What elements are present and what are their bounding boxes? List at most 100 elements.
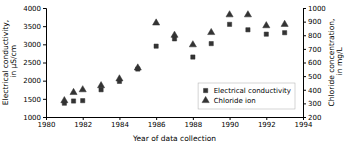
tick-label: 200 xyxy=(308,114,321,122)
point xyxy=(209,41,213,45)
tick-mark xyxy=(43,26,46,27)
point xyxy=(171,31,178,37)
tick-mark xyxy=(83,117,84,120)
tick-label: 1980 xyxy=(38,121,56,129)
tick-mark xyxy=(193,117,194,120)
tick-mark xyxy=(303,49,306,50)
point xyxy=(134,64,141,70)
tick-mark xyxy=(303,35,306,36)
tick-mark xyxy=(43,81,46,82)
point xyxy=(264,32,268,36)
tick-mark xyxy=(303,8,306,9)
tick-label: 800 xyxy=(308,32,321,40)
tick-mark xyxy=(230,117,231,120)
point xyxy=(281,20,288,26)
chart: 1980 1982 1984 1986 1988 1990 1992 1994 1000 1500… xyxy=(0,0,349,144)
tick: 1986 xyxy=(148,117,166,129)
tick: 600 xyxy=(303,59,321,67)
point xyxy=(246,28,250,32)
tick-label: 2000 xyxy=(23,77,41,85)
tick: 900 xyxy=(303,18,321,26)
tick-mark xyxy=(156,117,157,120)
tick: 700 xyxy=(303,46,321,54)
tick-mark xyxy=(43,99,46,100)
tick-label: 300 xyxy=(308,100,321,108)
tick: 800 xyxy=(303,32,321,40)
tick-label: 1988 xyxy=(184,121,202,129)
point xyxy=(226,11,233,17)
tick-label: 400 xyxy=(308,86,321,94)
tick: 300 xyxy=(303,100,321,108)
tick-mark xyxy=(119,117,120,120)
y-axis-line xyxy=(43,9,47,118)
point xyxy=(227,22,231,26)
point xyxy=(61,97,68,103)
tick-label: 500 xyxy=(308,73,321,81)
tick: 1984 xyxy=(111,117,129,129)
x-axis: 1980 1982 1984 1986 1988 1990 1992 1994 xyxy=(38,117,313,129)
tick: 2000 xyxy=(23,77,46,85)
tick: 200 xyxy=(303,114,321,122)
point xyxy=(191,55,195,59)
point xyxy=(189,41,196,47)
tick: 2500 xyxy=(23,59,46,67)
y-axis: 1000 1500 2000 2500 3000 3500 4000 xyxy=(23,5,46,122)
tick-label: 1986 xyxy=(148,121,166,129)
tick-label: 1990 xyxy=(221,121,239,129)
tick: 1982 xyxy=(74,117,92,129)
tick-mark xyxy=(43,8,46,9)
y-axis-title: Electrical conductivity, in µS/cm xyxy=(1,20,18,105)
tick: 1990 xyxy=(221,117,239,129)
plot: 1980 1982 1984 1986 1988 1990 1992 1994 1000 1500… xyxy=(23,5,326,129)
tick-mark xyxy=(43,63,46,64)
tick: 4000 xyxy=(23,5,46,13)
legend-label: Electrical conductivity xyxy=(214,87,291,95)
tick-label: 1982 xyxy=(74,121,92,129)
tick-label: 2500 xyxy=(23,59,41,67)
point xyxy=(283,31,287,35)
tick-mark xyxy=(303,22,306,23)
tick-mark xyxy=(303,103,306,104)
legend-marker xyxy=(204,88,208,92)
tick-mark xyxy=(303,76,306,77)
y2-axis-line xyxy=(304,9,307,118)
point xyxy=(81,99,85,103)
legend-marker xyxy=(202,96,209,102)
tick-label: 700 xyxy=(308,46,321,54)
x-axis-title: Year of data collection xyxy=(132,134,216,143)
point xyxy=(99,88,103,92)
point xyxy=(263,22,270,28)
tick-label: 3500 xyxy=(23,23,41,31)
tick-label: 1000 xyxy=(308,5,326,13)
y2-axis-title: Chloride concentration, in mg/L xyxy=(327,19,344,107)
tick-label: 1000 xyxy=(23,114,41,122)
tick-mark xyxy=(303,90,306,91)
point xyxy=(98,82,105,88)
tick-label: 600 xyxy=(308,59,321,67)
tick-label: 900 xyxy=(308,18,321,26)
point xyxy=(154,44,158,48)
tick-mark xyxy=(43,117,46,118)
tick: 1992 xyxy=(258,117,276,129)
legend-item: Chloride ion xyxy=(202,96,256,105)
point xyxy=(153,19,160,25)
tick-label: 3000 xyxy=(23,41,41,49)
tick-mark xyxy=(266,117,267,120)
tick-label: 1500 xyxy=(23,96,41,104)
tick-label: 4000 xyxy=(23,5,41,13)
x-axis-line xyxy=(47,118,304,121)
y-axis-title-group: Electrical conductivity, in µS/cm xyxy=(1,20,18,105)
tick-label: 1984 xyxy=(111,121,129,129)
tick: 500 xyxy=(303,73,321,81)
tick-label: 1994 xyxy=(295,121,313,129)
point xyxy=(71,99,75,103)
tick: 1500 xyxy=(23,96,46,104)
tick: 3500 xyxy=(23,23,46,31)
legend: Electrical conductivityChloride ion xyxy=(198,83,295,109)
y2-axis-title-group: Chloride concentration, in mg/L xyxy=(327,19,344,107)
tick: 1988 xyxy=(184,117,202,129)
point xyxy=(70,88,77,94)
legend-item: Electrical conductivity xyxy=(204,87,291,95)
point xyxy=(244,11,251,17)
tick: 1000 xyxy=(303,5,326,13)
